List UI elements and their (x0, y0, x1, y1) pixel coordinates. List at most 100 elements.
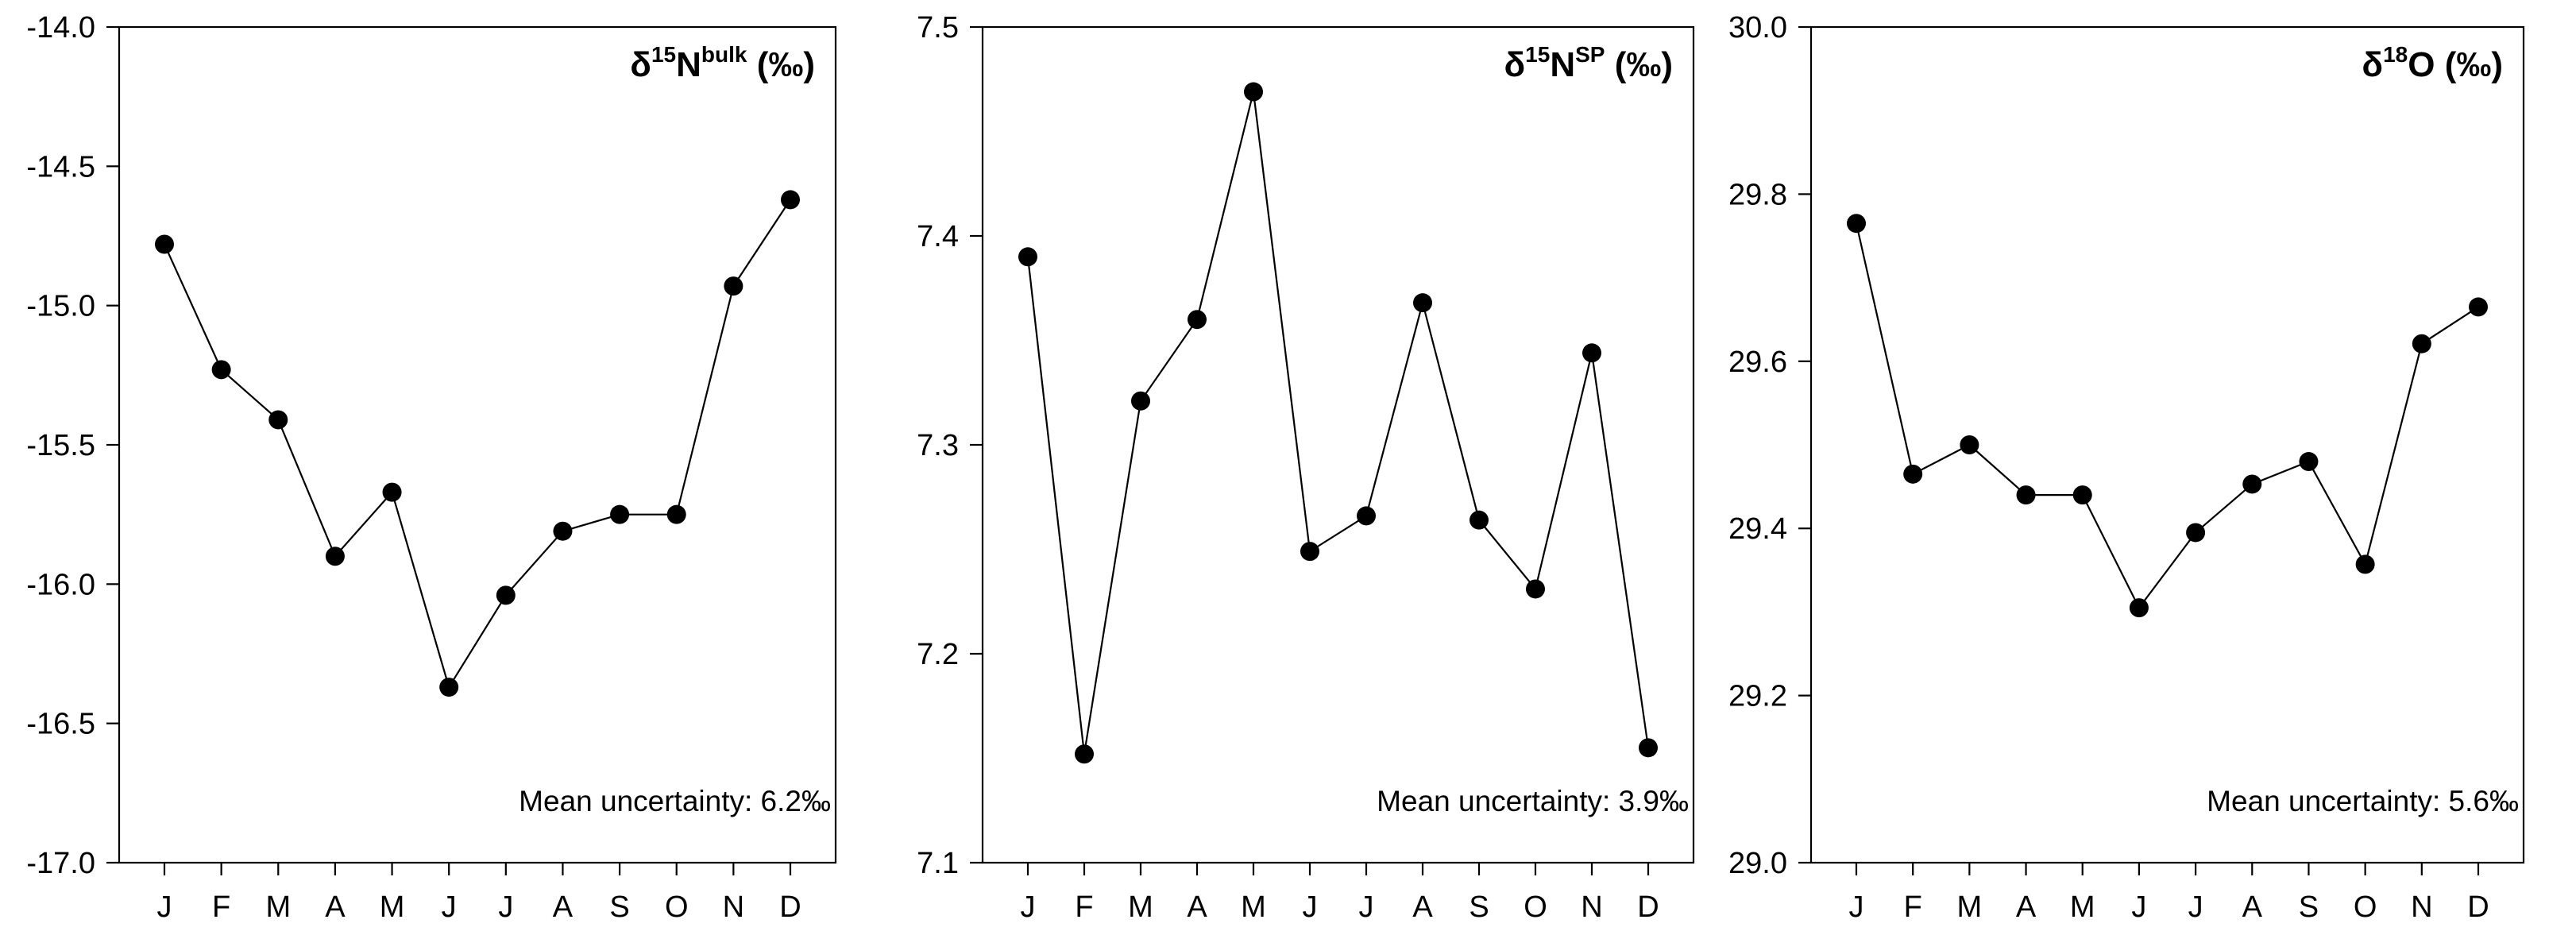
y-tick-label: -14.0 (26, 11, 95, 44)
plot-frame (118, 25, 837, 864)
data-point (211, 360, 231, 380)
x-tick-label: O (665, 890, 689, 924)
x-tick-label: M (1241, 890, 1266, 924)
y-tick-label: -15.0 (26, 290, 95, 323)
panel-title-suffix: (‰) (747, 45, 815, 84)
data-point (1639, 738, 1658, 758)
data-point (610, 504, 630, 524)
panel-title-sup1: 15 (1525, 42, 1550, 67)
y-tick-label: 29.4 (1728, 512, 1787, 546)
data-point (1357, 506, 1376, 526)
chart-panel-3: 29.029.229.429.629.830.0J F M A M J J A S O N Dδ18O… (1728, 11, 2525, 924)
plot-frame (981, 25, 1695, 864)
x-tick-label: J (157, 890, 172, 924)
y-tick-label: -16.0 (26, 568, 95, 601)
panel-title-base: N (1550, 45, 1575, 84)
panel-title-base: N (676, 45, 701, 84)
data-point (2242, 474, 2262, 494)
panel-title-sup2: SP (1575, 42, 1605, 67)
y-tick-label: -16.5 (26, 708, 95, 741)
panel-title-sup2: bulk (701, 42, 747, 67)
mean-uncertainty-note: Mean uncertainty: 5.6‰ (2207, 785, 2519, 817)
mean-uncertainty-note: Mean uncertainty: 3.9‰ (1377, 785, 1689, 817)
chart-panel-1: -17.0-16.5-16.0-15.5-15.0-14.5-14.0J F M A M… (26, 11, 837, 924)
data-point (382, 482, 402, 502)
x-tick-label: J (1849, 890, 1864, 924)
x-tick-label: J (2188, 890, 2203, 924)
panel-title-prefix: δ (2362, 45, 2383, 84)
series-line (163, 199, 791, 690)
x-tick-label: O (2354, 890, 2377, 924)
data-point (1244, 82, 1263, 102)
x-tick-label: F (1904, 890, 1922, 924)
data-point (496, 585, 516, 605)
series-line (1026, 91, 1650, 755)
data-point (325, 547, 345, 566)
x-tick-label: A (2016, 890, 2037, 924)
x-tick-label: M (1957, 890, 1983, 924)
y-tick-label: -17.0 (26, 847, 95, 880)
data-point (2299, 452, 2319, 472)
data-point (1018, 247, 1037, 267)
x-tick-label: N (2411, 890, 2432, 924)
panel-title: δ15Nbulk (‰) (630, 42, 815, 84)
x-tick-label: S (1469, 890, 1489, 924)
x-tick-label: D (779, 890, 801, 924)
panel-title-sup1: 15 (651, 42, 676, 67)
x-tick-label: A (1412, 890, 1433, 924)
x-tick-label: S (609, 890, 629, 924)
y-tick-label: 29.2 (1728, 680, 1787, 713)
y-tick-label: 30.0 (1728, 11, 1787, 44)
data-point (1847, 214, 1866, 234)
x-tick-label: M (380, 890, 405, 924)
y-tick-label: 7.3 (917, 429, 959, 462)
plot-frame (1809, 25, 2525, 864)
x-tick-label: O (1524, 890, 1547, 924)
x-tick-label: F (1075, 890, 1093, 924)
panel-title-base: O (2408, 45, 2435, 84)
x-tick-label: D (1637, 890, 1659, 924)
data-point (781, 190, 800, 210)
panel-title-sup1: 18 (2383, 42, 2408, 67)
x-tick-label: J (2131, 890, 2146, 924)
x-tick-label: M (2070, 890, 2095, 924)
data-point (1131, 391, 1150, 411)
data-point (1300, 542, 1319, 562)
y-tick-label: 29.6 (1728, 346, 1787, 379)
x-tick-label: M (265, 890, 291, 924)
panel-title-prefix: δ (1504, 45, 1525, 84)
x-tick-label: D (2467, 890, 2489, 924)
x-tick-label: A (325, 890, 346, 924)
x-tick-label: J (1303, 890, 1318, 924)
x-tick-label: M (1128, 890, 1153, 924)
x-tick-label: A (1187, 890, 1207, 924)
panel-title: δ15NSP (‰) (1504, 42, 1673, 84)
data-point (1526, 579, 1545, 599)
x-tick-label: J (498, 890, 513, 924)
y-tick-label: -15.5 (26, 429, 95, 462)
x-tick-label: J (442, 890, 457, 924)
data-point (1413, 293, 1432, 313)
data-point (2072, 485, 2092, 505)
x-tick-label: A (2242, 890, 2263, 924)
panel-title-suffix: (‰) (1605, 45, 1673, 84)
x-tick-label: J (1359, 890, 1374, 924)
data-point (1470, 510, 1489, 530)
x-tick-label: A (553, 890, 574, 924)
x-tick-label: J (1021, 890, 1036, 924)
y-tick-label: 7.1 (917, 847, 959, 880)
data-point (2469, 297, 2488, 317)
y-tick-label: 7.2 (917, 638, 959, 671)
x-tick-label: F (212, 890, 230, 924)
data-point (666, 504, 686, 524)
y-tick-label: 7.5 (917, 11, 959, 44)
panel-title: δ18O (‰) (2362, 42, 2503, 84)
y-tick-label: 29.0 (1728, 847, 1787, 880)
x-tick-label: N (1581, 890, 1602, 924)
data-point (1582, 343, 1601, 363)
x-tick-label: N (723, 890, 744, 924)
mean-uncertainty-note: Mean uncertainty: 6.2‰ (519, 785, 831, 817)
data-point (155, 234, 174, 254)
panel-title-prefix: δ (630, 45, 651, 84)
